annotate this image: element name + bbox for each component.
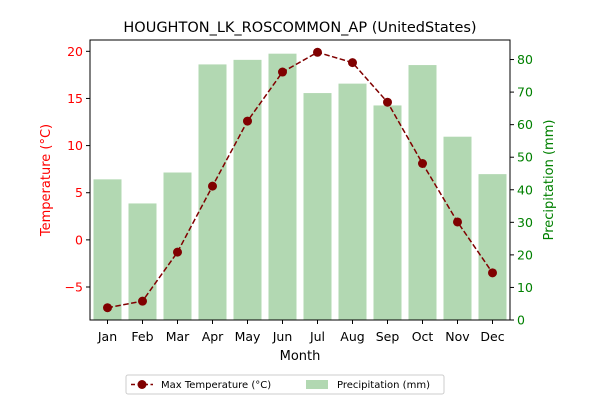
y-axis-left: −5 0 5 10 15 20 (65, 44, 90, 295)
precipitation-bar-oct (408, 65, 437, 321)
y-left-tick-label: 20 (67, 44, 83, 59)
legend-bar-swatch (306, 380, 328, 389)
x-tick-label: Dec (480, 329, 504, 344)
x-tick-label: Jul (309, 329, 325, 344)
temperature-point-dec (488, 268, 497, 278)
legend: Max Temperature (°C) Precipitation (mm) (125, 374, 445, 395)
x-tick-label: Jun (272, 329, 293, 344)
temperature-point-mar (173, 247, 182, 257)
temperature-line (103, 47, 497, 313)
precipitation-bar-jan (93, 179, 122, 320)
legend-label-temperature: Max Temperature (°C) (161, 380, 271, 391)
y-right-tick-label: 70 (517, 85, 533, 100)
x-tick-label: Jan (97, 329, 117, 344)
x-tick-label: Nov (445, 329, 470, 344)
precipitation-bar-aug (338, 83, 367, 321)
y-right-tick-label: 10 (517, 280, 533, 295)
precipitation-bar-sep (373, 105, 402, 320)
y-axis-right: 0 10 20 30 40 50 60 70 80 (510, 52, 533, 328)
y-left-tick-label: 0 (75, 232, 83, 247)
y-right-tick-label: 50 (517, 150, 533, 165)
y-left-tick-label: 10 (67, 138, 83, 153)
x-tick-label: Oct (412, 329, 434, 344)
x-tick-label: Apr (202, 329, 224, 344)
precipitation-bar-mar (163, 172, 192, 320)
temperature-point-jan (103, 303, 112, 313)
y-left-tick-label: 15 (67, 91, 83, 106)
precipitation-bar-nov (443, 136, 472, 320)
x-tick-label: May (235, 329, 261, 344)
x-tick-label: Feb (131, 329, 153, 344)
legend-label-precipitation: Precipitation (mm) (337, 380, 430, 391)
x-tick-label: Aug (340, 329, 364, 344)
y-right-tick-label: 0 (517, 313, 525, 328)
precipitation-bar-may (233, 59, 262, 320)
x-axis-label: Month (280, 349, 321, 364)
y-right-tick-label: 40 (517, 182, 533, 197)
temperature-point-oct (418, 159, 427, 169)
y-right-tick-label: 80 (517, 52, 533, 67)
y-axis-left-label: Temperature (°C) (39, 124, 54, 237)
y-right-tick-label: 30 (517, 215, 533, 230)
temperature-point-may (243, 116, 252, 126)
x-axis: Jan Feb Mar Apr May Jun Jul Aug Sep Oct Nov Dec (97, 320, 505, 344)
y-left-tick-label: 5 (75, 185, 83, 200)
temperature-point-feb (138, 296, 147, 306)
precipitation-bar-apr (198, 64, 227, 320)
temperature-point-sep (383, 97, 392, 107)
legend-line-marker (137, 380, 147, 389)
temperature-point-nov (453, 217, 462, 227)
legend-box (125, 374, 445, 395)
precipitation-bars (93, 53, 507, 321)
precipitation-bar-jun (268, 53, 297, 321)
temperature-point-aug (348, 58, 357, 68)
temperature-series-line (107, 51, 494, 309)
chart-title: HOUGHTON_LK_ROSCOMMON_AP (UnitedStates) (123, 20, 476, 36)
y-axis-right-label: Precipitation (mm) (542, 120, 557, 241)
x-tick-label: Sep (376, 329, 400, 344)
plot-frame (89, 39, 511, 321)
y-right-tick-label: 60 (517, 117, 533, 132)
y-left-tick-label: −5 (65, 280, 83, 295)
temperature-point-jun (278, 67, 287, 77)
precipitation-bar-dec (478, 174, 507, 320)
precipitation-bar-jul (303, 93, 332, 321)
temperature-point-jul (313, 47, 322, 57)
y-right-tick-label: 20 (517, 247, 533, 262)
x-tick-label: Mar (166, 329, 190, 344)
temperature-point-apr (208, 181, 217, 191)
